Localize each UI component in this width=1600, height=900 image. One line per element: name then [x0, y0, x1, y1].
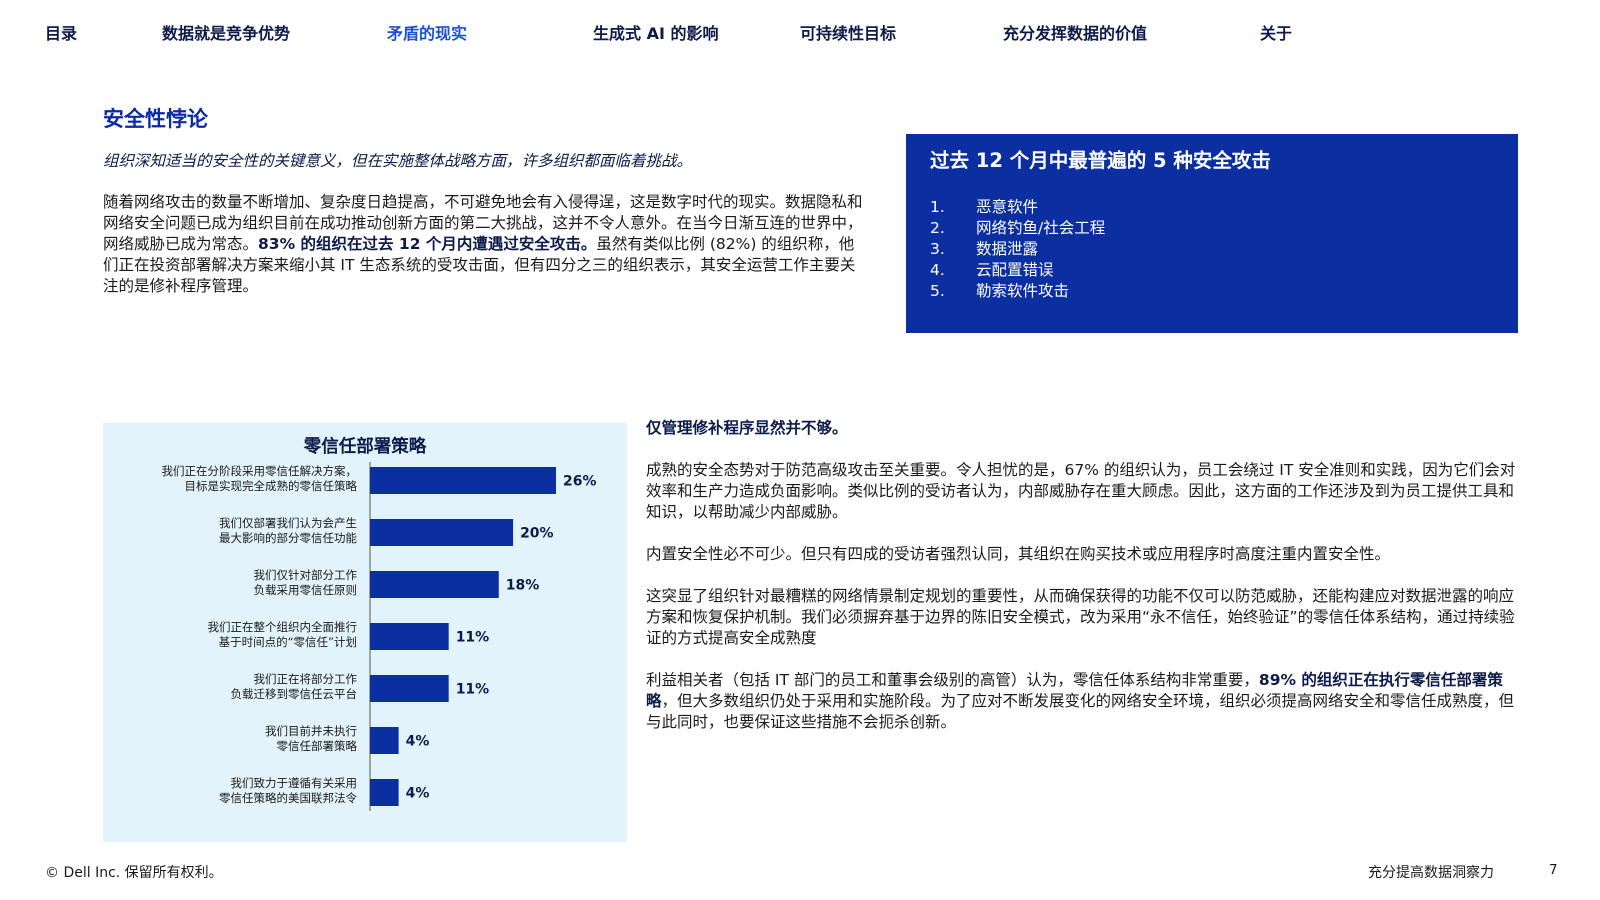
list-item-label: 网络钓鱼/社会工程 — [976, 219, 1106, 237]
chart-bar — [370, 571, 499, 598]
chart-category-label: 基于时间点的“零信任”计划 — [219, 635, 357, 649]
top-attacks-title: 过去 12 个月中最普遍的 5 种安全攻击 — [930, 149, 1271, 172]
section-title: 安全性悖论 — [103, 107, 208, 131]
intro-text-1: 随着网络攻击的数量不断增加、复杂度日趋提高，不可避免地会有入侵得逞，这是数字时代… — [103, 193, 863, 253]
nav-item-contradiction[interactable]: 矛盾的现实 — [387, 24, 468, 43]
chart-title: 零信任部署策略 — [303, 437, 427, 457]
zero-trust-bar-chart: 26% 我们正在分阶段采用零信任解决方案，目标是实现完全成熟的零信任策略 20% 我们… — [162, 462, 597, 811]
chart-bar — [370, 727, 399, 754]
chart-category-label: 零信任部署策略 — [277, 739, 358, 753]
chart-value-label: 11% — [456, 682, 490, 698]
top-attacks-list: 1. 恶意软件 2. 网络钓鱼/社会工程 3. 数据泄露 4. 云配置错误 5. 勒索软件… — [930, 197, 1494, 302]
list-item-number: 5. — [930, 282, 945, 300]
chart-category-label: 我们正在分阶段采用零信任解决方案， — [162, 464, 358, 478]
right-paragraph-3: 这突显了组织针对最糟糕的网络情景制定规划的重要性，从而确保获得的功能不仅可以防范… — [646, 587, 1515, 647]
chart-value-label: 4% — [406, 786, 430, 802]
chart-value-label: 4% — [406, 734, 430, 750]
list-item: 3. 数据泄露 — [930, 239, 1494, 260]
chart-bar — [370, 623, 449, 650]
list-item: 4. 云配置错误 — [930, 260, 1494, 281]
nav-item-data-value[interactable]: 充分发挥数据的价值 — [1003, 24, 1148, 43]
intro-paragraph: 随着网络攻击的数量不断增加、复杂度日趋提高，不可避免地会有入侵得逞，这是数字时代… — [103, 192, 863, 297]
chart-bar — [370, 519, 514, 546]
intro-highlight: 83% 的组织在过去 12 个月内遭遇过安全攻击。 — [258, 235, 597, 253]
chart-value-label: 26% — [563, 474, 597, 490]
right-lead: 仅管理修补程序显然并不够。 — [646, 419, 848, 437]
zero-trust-chart-panel: 零信任部署策略 26% 我们正在分阶段采用零信任解决方案， 目标是实现完全成熟的零信… — [103, 423, 627, 842]
list-item-label: 恶意软件 — [976, 198, 1039, 216]
nav-item-about[interactable]: 关于 — [1260, 24, 1293, 43]
list-item: 1. 恶意软件 — [930, 197, 1494, 218]
list-item-number: 1. — [930, 198, 945, 216]
chart-category-label: 我们仅部署我们认为会产生 — [219, 516, 357, 530]
footer-copyright: © Dell Inc. 保留所有权利。 — [45, 865, 223, 881]
nav-item-toc[interactable]: 目录 — [45, 24, 78, 43]
chart-category-label: 最大影响的部分零信任功能 — [219, 531, 357, 545]
chart-category-label: 负载采用零信任原则 — [254, 583, 358, 597]
top-attacks-box: 过去 12 个月中最普遍的 5 种安全攻击 1. 恶意软件 2. 网络钓鱼/社会工程… — [906, 134, 1518, 333]
list-item-label: 云配置错误 — [976, 261, 1054, 279]
footer-doc-title: 充分提高数据洞察力 — [1368, 865, 1494, 881]
chart-category-label: 负载迁移到零信任云平台 — [231, 687, 358, 701]
list-item-number: 2. — [930, 219, 945, 237]
p4-text-pre: 利益相关者（包括 IT 部门的员工和董事会级别的高管）认为，零信任体系结构非常重… — [646, 671, 1259, 689]
chart-category-label: 我们正在整个组织内全面推行 — [208, 620, 358, 634]
nav-item-genai[interactable]: 生成式 AI 的影响 — [593, 24, 719, 43]
section-subtitle: 组织深知适当的安全性的关键意义，但在实施整体战略方面，许多组织都面临着挑战。 — [103, 152, 693, 170]
list-item-label: 数据泄露 — [976, 240, 1039, 258]
chart-category-label: 我们目前并未执行 — [265, 724, 357, 738]
top-nav: 目录 数据就是竞争优势 矛盾的现实 生成式 AI 的影响 可持续性目标 充分发挥… — [0, 22, 1600, 46]
chart-category-label: 我们仅针对部分工作 — [254, 568, 358, 582]
chart-category-label: 我们致力于遵循有关采用 — [231, 776, 358, 790]
chart-bar — [370, 675, 449, 702]
chart-category-label: 我们正在将部分工作 — [254, 672, 358, 686]
nav-item-data-advantage[interactable]: 数据就是竞争优势 — [162, 24, 291, 43]
list-item-number: 3. — [930, 240, 945, 258]
right-paragraph-1: 成熟的安全态势对于防范高级攻击至关重要。令人担忧的是，67% 的组织认为，员工会… — [646, 461, 1516, 521]
chart-category-label: 零信任策略的美国联邦法令 — [219, 791, 357, 805]
right-paragraph-4: 利益相关者（包括 IT 部门的员工和董事会级别的高管）认为，零信任体系结构非常重… — [646, 670, 1516, 733]
chart-value-label: 20% — [520, 526, 554, 542]
p4-text-post: ，但大多数组织仍处于采用和实施阶段。为了应对不断发展变化的网络安全环境，组织必须… — [646, 692, 1515, 731]
intro-text-2: 虽然有类似比例 (82%) 的组织称，他们正在投资部署解决方案来缩小其 IT 生… — [103, 235, 856, 295]
p4-highlight: 89% 的组织正在执行零信任部署策略 — [646, 671, 1503, 710]
page-number: 7 — [1549, 862, 1558, 878]
nav-item-sustainability[interactable]: 可持续性目标 — [800, 24, 897, 43]
chart-category-label: 目标是实现完全成熟的零信任策略 — [185, 479, 358, 493]
list-item: 5. 勒索软件攻击 — [930, 281, 1494, 302]
chart-bar — [370, 779, 399, 806]
chart-value-label: 11% — [456, 630, 490, 646]
list-item: 2. 网络钓鱼/社会工程 — [930, 218, 1494, 239]
list-item-label: 勒索软件攻击 — [976, 282, 1070, 300]
list-item-number: 4. — [930, 261, 945, 279]
right-paragraph-2: 内置安全性必不可少。但只有四成的受访者强烈认同，其组织在购买技术或应用程序时高度… — [646, 545, 1391, 563]
right-column: 仅管理修补程序显然并不够。 成熟的安全态势对于防范高级攻击至关重要。令人担忧的是… — [646, 418, 1516, 754]
chart-bar — [370, 467, 556, 494]
chart-value-label: 18% — [506, 578, 540, 594]
